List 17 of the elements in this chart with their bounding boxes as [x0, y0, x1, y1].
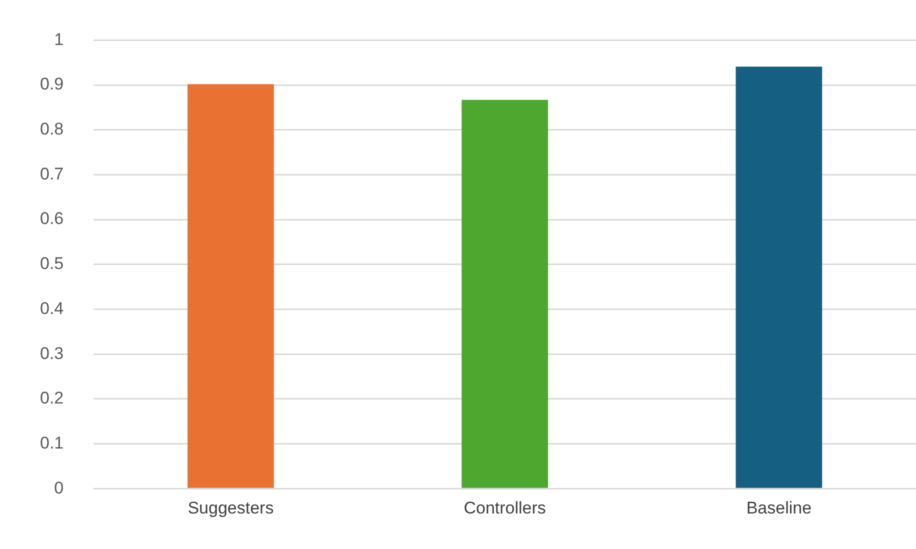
y-tick-label: 0.9: [40, 74, 64, 94]
bar: [736, 66, 822, 488]
bar: [462, 100, 548, 488]
x-tick-label: Suggesters: [188, 498, 274, 518]
y-tick-label: 0.6: [40, 209, 64, 228]
y-tick-label: 0.2: [40, 388, 64, 408]
y-tick-label: 1: [54, 30, 64, 49]
x-tick-label: Baseline: [746, 498, 812, 518]
y-tick-label: 0.3: [40, 344, 64, 363]
x-tick-label: Controllers: [464, 498, 546, 518]
y-tick-label: 0: [54, 478, 64, 498]
y-tick-label: 0.7: [40, 164, 64, 184]
bar: [188, 84, 274, 488]
y-tick-label: 0.5: [40, 254, 64, 274]
y-tick-label: 0.1: [40, 433, 64, 452]
y-tick-label: 0.8: [40, 120, 64, 139]
y-tick-label: 0.4: [40, 298, 64, 318]
